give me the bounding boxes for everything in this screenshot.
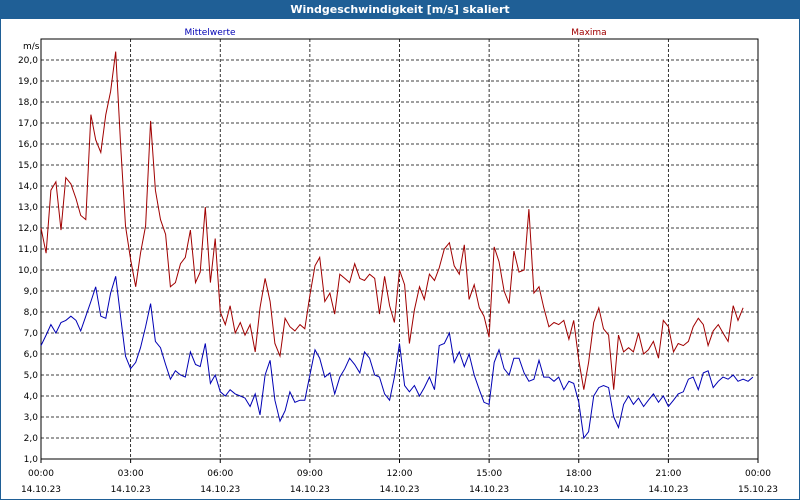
legend-maxima: Maxima [571, 28, 606, 38]
y-tick-label: 15,0 [18, 161, 38, 171]
y-tick-label: 13,0 [18, 203, 38, 213]
x-tick-date: 15.10.23 [738, 485, 778, 495]
y-tick-label: 6,0 [24, 350, 39, 360]
x-tick-time: 03:00 [118, 469, 144, 479]
y-tick-label: 8,0 [24, 308, 39, 318]
y-tick-label: 11,0 [18, 245, 38, 255]
legend-mittelwerte: Mittelwerte [184, 28, 235, 38]
grid [41, 39, 758, 460]
y-tick-label: 18,0 [18, 98, 38, 108]
y-axis-label: m/s [23, 42, 40, 52]
x-axis: 00:00 14.10.23 03:00 14.10.23 06:00 14.10.23 0… [21, 459, 778, 495]
x-tick-date: 14.10.23 [559, 485, 599, 495]
x-tick-time: 21:00 [655, 469, 681, 479]
y-tick-label: 16,0 [18, 140, 38, 150]
x-tick-date: 14.10.23 [469, 485, 509, 495]
x-tick-date: 14.10.23 [648, 485, 688, 495]
y-tick-label: 4,0 [24, 392, 39, 402]
x-tick-time: 06:00 [207, 469, 233, 479]
window-title: Windgeschwindigkeit [m/s] skaliert [1, 1, 799, 19]
x-tick-date: 14.10.23 [21, 485, 61, 495]
series-line-mittelwerte [40, 276, 754, 440]
y-tick-label: 9,0 [24, 287, 39, 297]
x-tick-time: 00:00 [28, 469, 54, 479]
y-tick-label: 20,0 [18, 56, 38, 66]
x-tick-date: 14.10.23 [111, 485, 151, 495]
x-tick-date: 14.10.23 [200, 485, 240, 495]
y-tick-label: 10,0 [18, 266, 38, 276]
x-tick-time: 00:00 [745, 469, 771, 479]
series-line-maxima [40, 51, 744, 390]
x-tick-date: 14.10.23 [290, 485, 330, 495]
x-tick-date: 14.10.23 [379, 485, 419, 495]
x-tick-time: 09:00 [297, 469, 323, 479]
x-tick-time: 12:00 [387, 469, 413, 479]
y-axis: 1,0 2,0 3,0 4,0 5,0 6,0 7,0 8,0 9,0 10,0 11,0 12,0 1… [18, 56, 38, 465]
x-tick-time: 18:00 [566, 469, 592, 479]
y-tick-label: 19,0 [18, 77, 38, 87]
y-tick-label: 14,0 [18, 182, 38, 192]
y-tick-label: 3,0 [24, 413, 39, 423]
y-tick-label: 2,0 [24, 434, 39, 444]
y-tick-label: 17,0 [18, 119, 38, 129]
y-tick-label: 12,0 [18, 224, 38, 234]
y-tick-label: 5,0 [24, 371, 39, 381]
series [40, 51, 754, 440]
y-tick-label: 1,0 [24, 455, 39, 465]
x-tick-time: 15:00 [476, 469, 502, 479]
y-tick-label: 7,0 [24, 329, 39, 339]
